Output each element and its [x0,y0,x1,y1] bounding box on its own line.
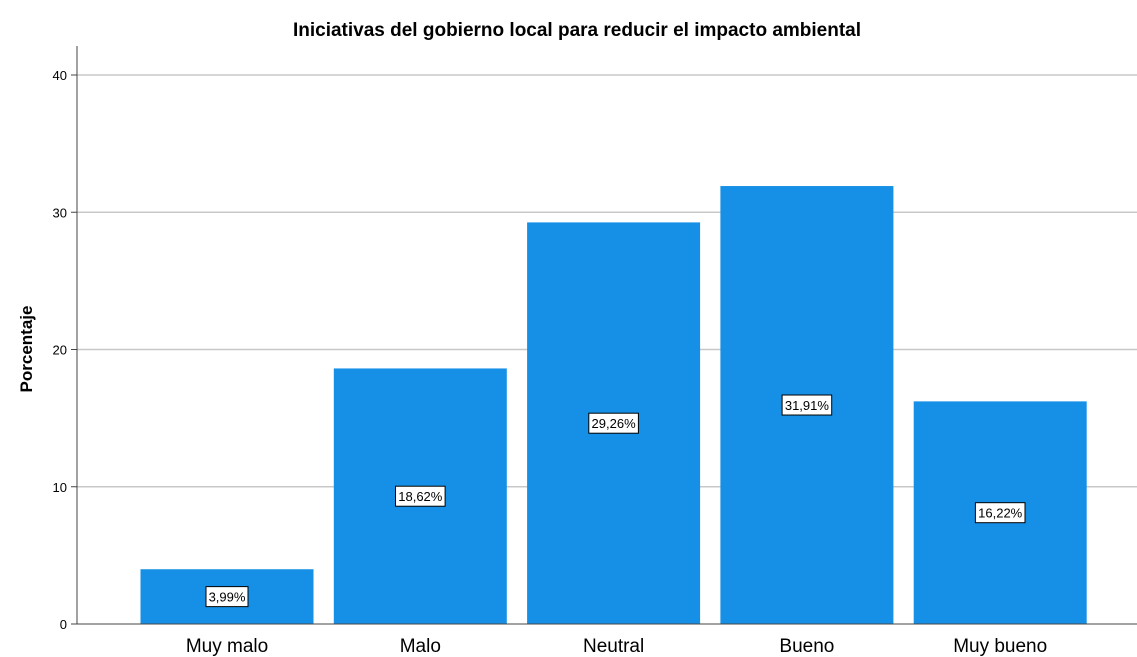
data-label-box [205,586,249,608]
data-label: 31,91% [785,398,830,413]
data-label-box [395,485,446,507]
data-labels: 3,99% 18,62% 29,26% 31,91% 16,22% [205,394,1026,608]
y-tick-label: 20 [53,343,67,358]
data-label: 3,99% [209,590,246,605]
data-label: 18,62% [398,489,443,504]
bars [140,186,1087,624]
y-tick-label: 10 [53,480,67,495]
axes: 0 10 20 30 40 Muy malo Malo Neutral Bueno Muy bue… [53,46,1137,657]
x-tick-label: Muy bueno [953,636,1047,657]
x-tick-label: Bueno [779,636,834,657]
chart-title: Iniciativas del gobierno local para redu… [293,20,861,41]
data-label-box [781,394,833,416]
x-tick-label: Neutral [583,636,644,657]
x-tick-label: Muy malo [186,636,268,657]
data-label-box [588,412,639,434]
data-label-box [974,502,1026,524]
y-tick-label: 40 [53,68,67,83]
y-axis-label: Porcentaje [17,306,36,393]
data-label: 16,22% [978,506,1023,521]
x-tick-label: Malo [400,636,441,657]
data-label: 29,26% [592,416,637,431]
y-tick-label: 30 [53,205,67,220]
y-tick-label: 0 [60,617,67,632]
